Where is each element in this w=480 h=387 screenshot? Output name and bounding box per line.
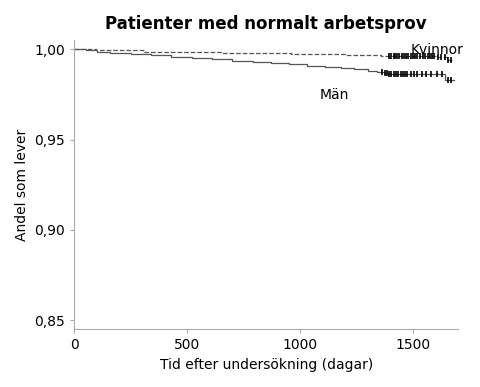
Text: Män: Män (319, 88, 348, 102)
Y-axis label: Andel som lever: Andel som lever (15, 128, 29, 241)
Text: Kvinnor: Kvinnor (411, 43, 464, 57)
X-axis label: Tid efter undersökning (dagar): Tid efter undersökning (dagar) (159, 358, 373, 372)
Title: Patienter med normalt arbetsprov: Patienter med normalt arbetsprov (106, 15, 427, 33)
